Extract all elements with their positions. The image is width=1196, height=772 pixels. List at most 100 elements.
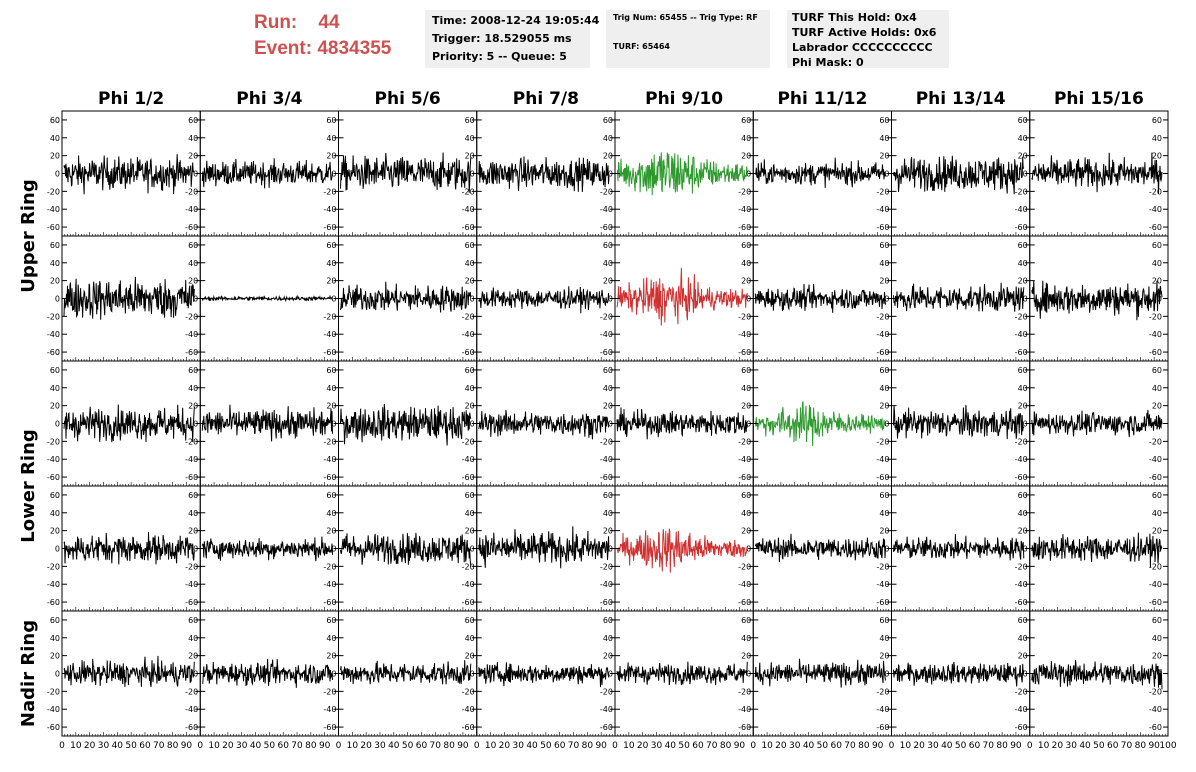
x-tick-label: 60: [1107, 741, 1119, 751]
y-tick-label: 0: [193, 295, 198, 304]
waveform-trace: [616, 152, 748, 196]
y-tick-label: 20: [188, 402, 198, 411]
x-tick-label: 60: [277, 741, 289, 751]
y-tick-label: 0: [1023, 295, 1028, 304]
waveform-trace: [893, 404, 1025, 440]
y-tick-label: 0: [470, 170, 475, 179]
y-tick-label: -40: [1015, 580, 1028, 589]
waveform-trace: [616, 528, 748, 573]
x-tick-label: 90: [595, 741, 607, 751]
ring-label: Nadir Ring: [18, 620, 39, 727]
waveform-trace: [754, 283, 886, 313]
y-tick-label: 0: [1157, 295, 1162, 304]
priority-text: Priority: 5 -- Queue: 5: [432, 50, 567, 63]
waveform-trace: [1031, 409, 1163, 438]
x-tick-label: 20: [1052, 741, 1064, 751]
y-tick-label: 40: [188, 259, 198, 268]
y-tick-label: 60: [1152, 491, 1162, 500]
y-tick-label: 20: [741, 152, 751, 161]
x-tick-label: 90: [457, 741, 469, 751]
x-tick-label: 40: [803, 741, 815, 751]
y-tick-label: -40: [323, 205, 336, 214]
waveform-trace: [893, 534, 1025, 561]
x-tick-label: 0: [197, 741, 203, 751]
y-tick-label: 40: [879, 384, 889, 393]
y-tick-label: -20: [462, 562, 475, 571]
trig-num-text: Trig Num: 65455 -- Trig Type: RF: [613, 13, 758, 22]
x-tick-label: 10: [1038, 741, 1050, 751]
waveform-trace: [340, 152, 472, 193]
y-tick-label: -60: [738, 223, 751, 232]
y-tick-label: -40: [600, 455, 613, 464]
y-tick-label: 40: [50, 384, 60, 393]
y-tick-label: -60: [600, 223, 613, 232]
turf-active-holds-text: TURF Active Holds: 0x6: [792, 26, 937, 39]
y-tick-label: 40: [326, 509, 336, 518]
event-row: Event: 4834355: [254, 36, 391, 62]
x-tick-label: 50: [817, 741, 829, 751]
waveform-trace: [478, 409, 610, 440]
y-tick-label: 0: [331, 295, 336, 304]
y-tick-label: -60: [876, 598, 889, 607]
y-tick-label: 40: [50, 509, 60, 518]
y-tick-label: -20: [47, 437, 60, 446]
x-tick-label: 70: [430, 741, 442, 751]
y-tick-label: 60: [603, 366, 613, 375]
x-tick-label: 50: [678, 741, 690, 751]
y-tick-label: 0: [331, 420, 336, 429]
y-tick-label: 60: [879, 366, 889, 375]
y-tick-label: 0: [884, 670, 889, 679]
waveform-trace: [202, 658, 333, 688]
y-tick-label: 60: [603, 116, 613, 125]
y-tick-label: 40: [741, 384, 751, 393]
y-tick-label: -60: [47, 348, 60, 357]
y-tick-label: 20: [465, 402, 475, 411]
y-tick-label: 0: [55, 670, 60, 679]
y-tick-label: 40: [1018, 384, 1028, 393]
column-header: Phi 3/4: [236, 89, 302, 109]
x-tick-label: 90: [181, 741, 193, 751]
y-tick-label: -40: [600, 205, 613, 214]
y-tick-label: -20: [1015, 437, 1028, 446]
y-tick-label: -60: [1015, 223, 1028, 232]
y-tick-label: 20: [741, 527, 751, 536]
y-tick-label: -60: [738, 723, 751, 732]
waveform-trace: [616, 407, 748, 440]
waveform-trace: [478, 286, 610, 314]
x-tick-label: 40: [941, 741, 953, 751]
y-tick-label: 40: [603, 134, 613, 143]
y-tick-label: 20: [603, 402, 613, 411]
trigger-text: Trigger: 18.529055 ms: [432, 32, 572, 45]
y-tick-label: -40: [323, 455, 336, 464]
y-tick-label: 40: [1152, 509, 1162, 518]
y-tick-label: 20: [879, 652, 889, 661]
y-tick-label: 40: [465, 384, 475, 393]
y-tick-label: 0: [884, 170, 889, 179]
waveform-trace: [478, 526, 610, 569]
y-tick-label: 40: [1018, 259, 1028, 268]
x-tick-label: 0: [59, 741, 65, 751]
y-tick-label: 40: [1018, 634, 1028, 643]
y-tick-label: 60: [465, 116, 475, 125]
waveform-trace: [340, 403, 472, 446]
y-tick-label: -60: [1015, 473, 1028, 482]
y-tick-label: -60: [323, 348, 336, 357]
x-tick-label: 60: [554, 741, 566, 751]
event-label: Event:: [254, 38, 313, 59]
run-event-box: Run: 44 Event: 4834355: [254, 10, 391, 62]
x-tick-label: 40: [526, 741, 538, 751]
y-tick-label: -20: [738, 437, 751, 446]
y-tick-label: -20: [1149, 562, 1162, 571]
y-tick-label: -60: [185, 723, 198, 732]
y-tick-label: -40: [462, 330, 475, 339]
run-value: 44: [318, 12, 340, 33]
x-tick-label: 50: [125, 741, 137, 751]
y-tick-label: 40: [1018, 134, 1028, 143]
x-tick-label: 90: [319, 741, 331, 751]
y-tick-label: 40: [50, 634, 60, 643]
y-tick-label: 40: [603, 384, 613, 393]
x-tick-label: 50: [955, 741, 967, 751]
x-tick-label: 10: [70, 741, 82, 751]
y-tick-label: -20: [1149, 437, 1162, 446]
